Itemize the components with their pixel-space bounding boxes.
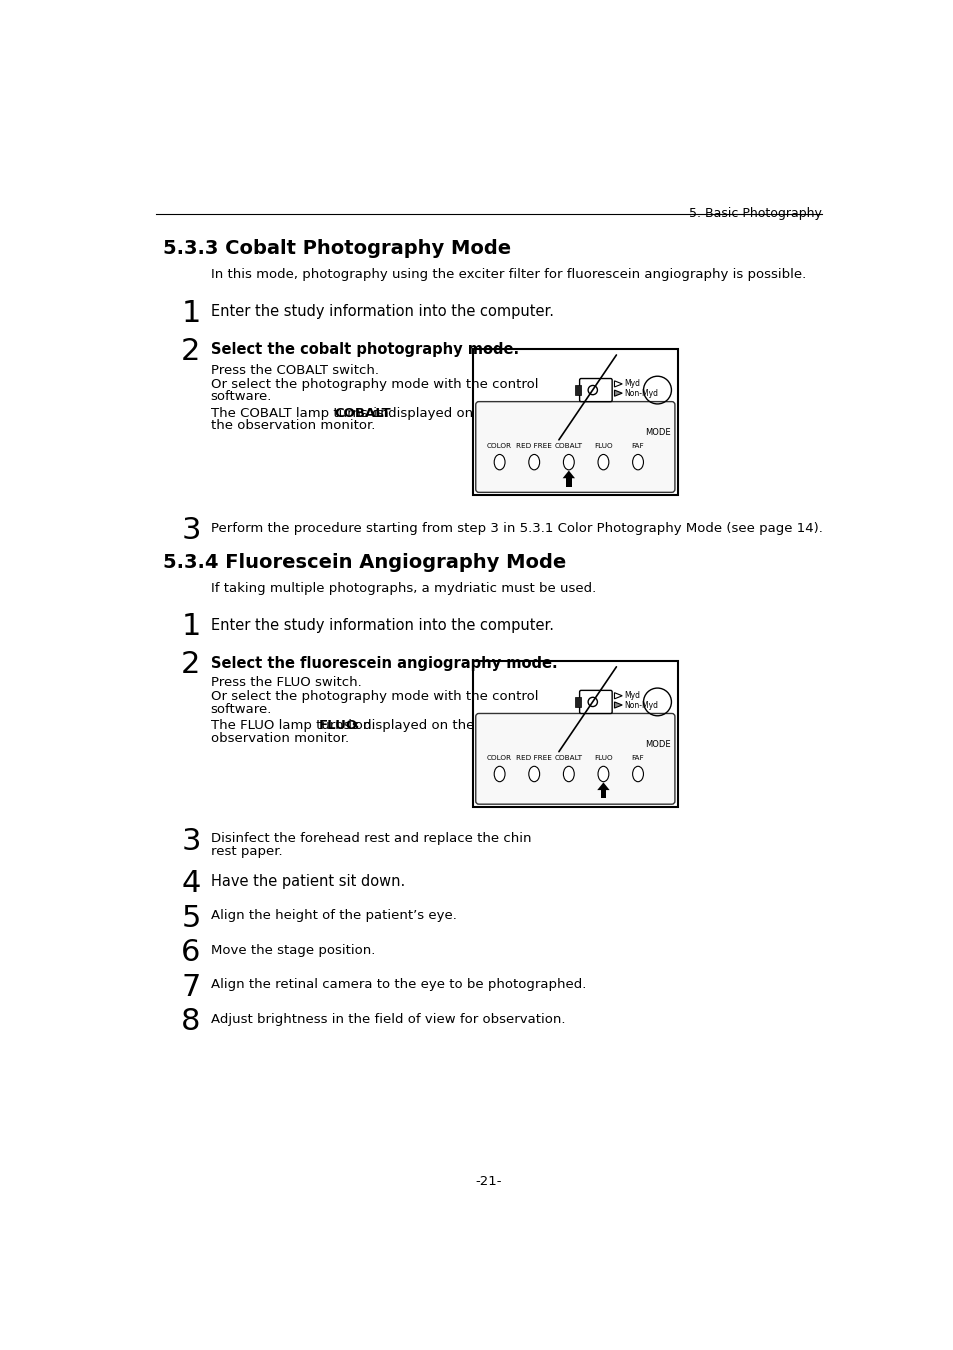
Text: 1: 1 (181, 300, 200, 328)
Text: COLOR: COLOR (487, 755, 512, 760)
Text: Align the retinal camera to the eye to be photographed.: Align the retinal camera to the eye to b… (211, 979, 585, 991)
Text: Press the FLUO switch.: Press the FLUO switch. (211, 676, 361, 690)
Text: Myd: Myd (623, 379, 639, 389)
Polygon shape (562, 471, 575, 478)
Bar (600, 790, 605, 798)
Text: 6: 6 (181, 938, 200, 967)
Text: Or select the photography mode with the control: Or select the photography mode with the … (211, 378, 537, 390)
Ellipse shape (528, 455, 539, 470)
Polygon shape (597, 783, 609, 790)
Text: 2: 2 (181, 336, 200, 366)
Ellipse shape (632, 767, 642, 782)
Text: is displayed on the: is displayed on the (344, 720, 474, 733)
Text: 5. Basic Photography: 5. Basic Photography (689, 207, 821, 220)
Ellipse shape (632, 455, 642, 470)
Text: The COBALT lamp turns on.: The COBALT lamp turns on. (211, 406, 396, 420)
FancyBboxPatch shape (476, 713, 674, 805)
Text: Adjust brightness in the field of view for observation.: Adjust brightness in the field of view f… (211, 1012, 564, 1026)
Polygon shape (614, 702, 621, 709)
Bar (575, 698, 580, 706)
Text: Myd: Myd (623, 691, 639, 701)
Text: 4: 4 (181, 869, 200, 898)
Text: RED FREE: RED FREE (516, 755, 552, 760)
Text: Press the COBALT switch.: Press the COBALT switch. (211, 363, 378, 377)
Polygon shape (614, 390, 621, 397)
Text: FAF: FAF (631, 443, 643, 448)
Text: In this mode, photography using the exciter filter for fluorescein angiography i: In this mode, photography using the exci… (211, 269, 805, 281)
Text: 1: 1 (181, 613, 200, 641)
Text: Disinfect the forehead rest and replace the chin: Disinfect the forehead rest and replace … (211, 832, 531, 845)
Text: 3: 3 (181, 516, 200, 545)
Text: software.: software. (211, 390, 272, 402)
Text: Have the patient sit down.: Have the patient sit down. (211, 875, 404, 890)
Text: FAF: FAF (631, 755, 643, 760)
Text: COBALT: COBALT (555, 755, 582, 760)
Text: Enter the study information into the computer.: Enter the study information into the com… (211, 305, 553, 320)
Text: FLUO: FLUO (594, 443, 612, 448)
Text: Non-Myd: Non-Myd (623, 701, 657, 710)
Ellipse shape (598, 455, 608, 470)
Text: Or select the photography mode with the control: Or select the photography mode with the … (211, 690, 537, 703)
Text: COBALT: COBALT (335, 406, 391, 420)
Text: Align the height of the patient’s eye.: Align the height of the patient’s eye. (211, 909, 456, 922)
Ellipse shape (598, 767, 608, 782)
Text: 7: 7 (181, 973, 200, 1002)
Text: FLUO: FLUO (594, 755, 612, 760)
Text: Select the cobalt photography mode.: Select the cobalt photography mode. (211, 342, 518, 358)
Bar (472, 662, 678, 807)
Ellipse shape (528, 767, 539, 782)
Text: If taking multiple photographs, a mydriatic must be used.: If taking multiple photographs, a mydria… (211, 582, 596, 595)
Text: rest paper.: rest paper. (211, 845, 282, 859)
Text: software.: software. (211, 702, 272, 716)
Text: MODE: MODE (644, 428, 670, 437)
Text: 5.3.3 Cobalt Photography Mode: 5.3.3 Cobalt Photography Mode (162, 239, 510, 258)
Text: Perform the procedure starting from step 3 in 5.3.1 Color Photography Mode (see : Perform the procedure starting from step… (211, 521, 821, 535)
Text: 2: 2 (181, 651, 200, 679)
Text: -21-: -21- (476, 1176, 501, 1188)
FancyBboxPatch shape (476, 401, 674, 493)
Text: Non-Myd: Non-Myd (623, 389, 657, 398)
Text: the observation monitor.: the observation monitor. (211, 420, 375, 432)
Bar (565, 478, 571, 486)
Ellipse shape (494, 767, 504, 782)
FancyBboxPatch shape (579, 378, 612, 401)
Ellipse shape (494, 455, 504, 470)
Text: FLUO: FLUO (319, 720, 358, 733)
Ellipse shape (563, 455, 574, 470)
Text: 3: 3 (181, 826, 200, 856)
Text: Move the stage position.: Move the stage position. (211, 944, 375, 957)
Text: 5.3.4 Fluorescein Angiography Mode: 5.3.4 Fluorescein Angiography Mode (162, 554, 565, 572)
Text: is displayed on: is displayed on (369, 406, 473, 420)
Text: observation monitor.: observation monitor. (211, 732, 349, 745)
Text: 8: 8 (181, 1007, 200, 1037)
Ellipse shape (563, 767, 574, 782)
Text: COBALT: COBALT (555, 443, 582, 448)
Text: MODE: MODE (644, 740, 670, 749)
FancyBboxPatch shape (579, 690, 612, 713)
Text: Select the fluorescein angiography mode.: Select the fluorescein angiography mode. (211, 656, 557, 671)
Text: COLOR: COLOR (487, 443, 512, 448)
Text: The FLUO lamp turns on.: The FLUO lamp turns on. (211, 720, 379, 733)
Bar (472, 350, 678, 495)
Text: RED FREE: RED FREE (516, 443, 552, 448)
Text: 5: 5 (181, 903, 200, 933)
Text: Enter the study information into the computer.: Enter the study information into the com… (211, 618, 553, 633)
Bar (575, 386, 580, 394)
